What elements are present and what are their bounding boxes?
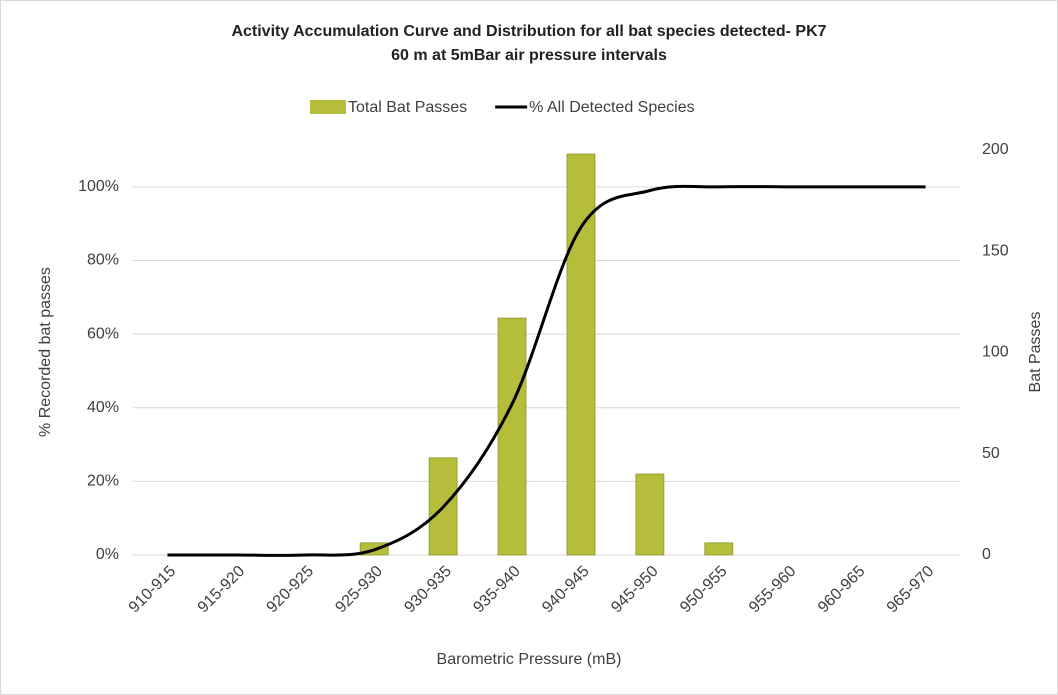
x-tick-label: 935-940 <box>470 563 524 617</box>
line <box>167 184 926 557</box>
x-tick-label: 915-920 <box>195 563 249 617</box>
y2-tick-label: 50 <box>982 445 1000 462</box>
y-tick-label: 40% <box>87 399 119 416</box>
bar <box>566 153 596 556</box>
y-axis-title: % Recorded bat passes <box>37 267 54 437</box>
bar <box>704 542 734 556</box>
legend-label: Total Bat Passes <box>348 99 467 116</box>
y2-tick-label: 0 <box>982 546 991 563</box>
y2-tick-label: 200 <box>982 141 1009 158</box>
x-tick-label: 930-935 <box>401 563 455 617</box>
y2-tick-label: 100 <box>982 344 1009 361</box>
legend-swatch <box>310 100 346 114</box>
x-tick-label: 910-915 <box>126 563 180 617</box>
x-tick-label: 955-960 <box>746 563 800 617</box>
x-tick-label: 920-925 <box>264 563 318 617</box>
x-tick-label: 940-945 <box>539 563 593 617</box>
y-tick-label: 100% <box>78 178 119 195</box>
x-tick-label: 960-965 <box>815 563 869 617</box>
y2-axis-title: Bat Passes <box>1027 312 1044 393</box>
bar <box>635 473 665 556</box>
legend-label: % All Detected Species <box>529 99 694 116</box>
y-tick-label: 20% <box>87 473 119 490</box>
y-tick-label: 60% <box>87 325 119 342</box>
x-tick-label: 965-970 <box>884 563 938 617</box>
y-tick-label: 0% <box>96 546 119 563</box>
x-axis-title: Barometric Pressure (mB) <box>437 651 622 668</box>
chart-title: Activity Accumulation Curve and Distribu… <box>231 23 827 64</box>
x-tick-label: 925-930 <box>332 563 386 617</box>
x-tick-label: 945-950 <box>608 563 662 617</box>
y2-tick-label: 150 <box>982 242 1009 259</box>
bar <box>497 317 527 556</box>
y-tick-label: 80% <box>87 252 119 269</box>
x-tick-label: 950-955 <box>677 563 731 617</box>
